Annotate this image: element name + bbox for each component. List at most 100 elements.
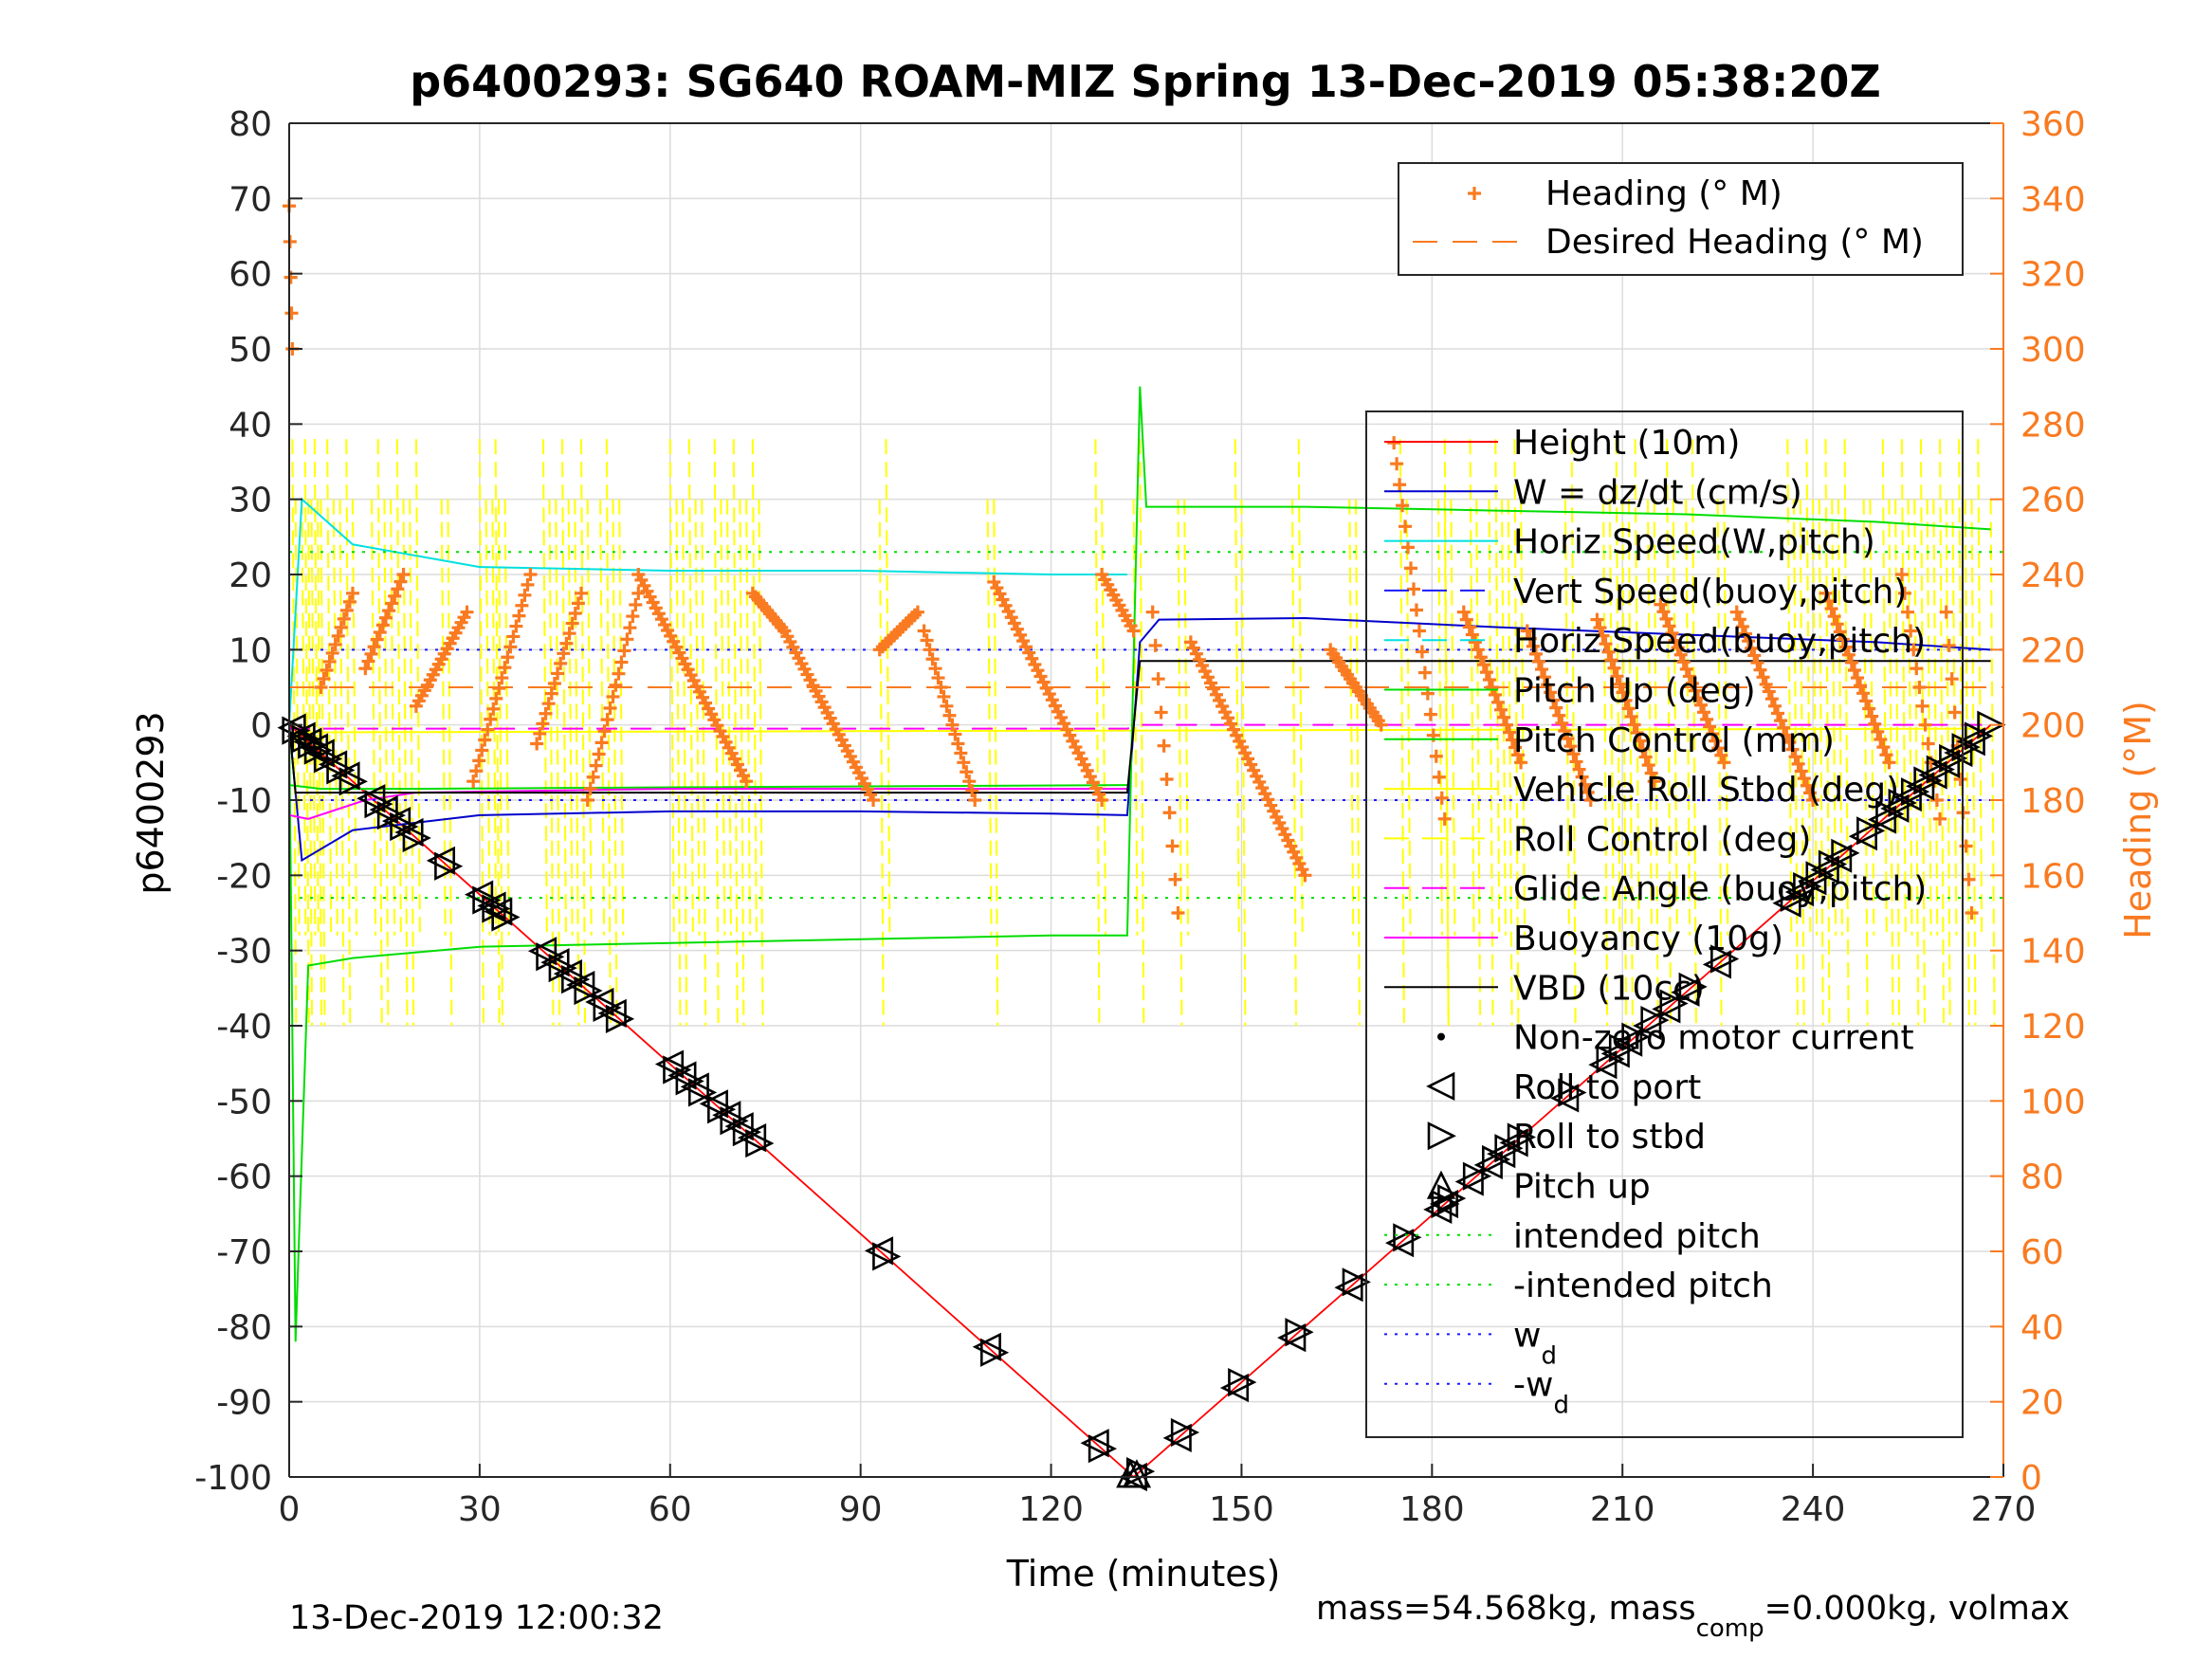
heading-marker [629,597,643,611]
y-tick-label-left: -70 [216,1233,272,1272]
x-tick-label: 270 [1971,1490,2037,1529]
heading-marker [1800,778,1814,793]
heading-marker [1561,732,1575,746]
legend-entry-label: Height (10m) [1513,424,1740,463]
x-tick-label: 120 [1018,1490,1084,1529]
roll-control-spike [1913,499,1920,1027]
roll-control-spike [694,499,701,936]
legend-entry-label: Vert Speed(buoy,pitch) [1513,573,1907,611]
roll-to-port-marker [680,1072,709,1102]
heading-marker [1745,641,1759,655]
roll-control-spike [1398,439,1405,1027]
legend-entry-label: intended pitch [1513,1217,1761,1256]
roll-to-port-marker [369,795,398,825]
heading-marker [317,671,331,685]
heading-marker [934,681,948,694]
y-tick-label-right: 20 [2020,1384,2064,1423]
heading-marker [1558,723,1572,738]
heading-marker [1526,639,1540,653]
roll-control-spike [701,499,707,1027]
roll-control-spike [618,499,625,936]
heading-marker [1468,635,1482,649]
heading-marker [957,756,971,770]
heading-marker [1659,611,1673,626]
roll-to-port-marker [724,1112,754,1141]
heading-marker [1569,755,1583,769]
roll-to-stbd-marker [1710,944,1740,974]
roll-control-spike [478,439,484,1027]
heading-marker [600,713,614,727]
heading-marker [1697,705,1711,720]
heading-marker [580,793,594,807]
roll-control-spike [1513,439,1520,1027]
roll-control-spike [1824,439,1831,1027]
roll-control-spike [612,499,618,1027]
heading-marker [1953,772,1967,786]
heading-marker [951,737,965,751]
roll-to-port-marker [654,1049,685,1079]
heading-marker [597,724,612,738]
heading-marker [1145,605,1160,619]
legend-heading-marker [1468,187,1481,200]
heading-marker [612,666,626,681]
heading-marker [557,647,571,661]
legend-entry-label: Glide Angle (buoy,pitch) [1513,870,1927,909]
roll-control-spike [574,499,580,1027]
y-tick-label-left: 0 [250,707,272,746]
heading-marker [1711,741,1726,756]
heading-marker [1747,648,1762,663]
heading-marker [1493,702,1508,717]
roll-control-spike [1685,499,1691,936]
footer-timestamp: 13-Dec-2019 12:00:32 [289,1599,664,1637]
heading-marker [1830,617,1844,631]
heading-marker [1503,725,1517,739]
heading-marker [1563,739,1578,754]
roll-control-spike [1723,499,1729,936]
roll-control-spike [1570,439,1577,1027]
heading-marker [378,611,393,625]
heading-marker [1482,673,1496,687]
vehicle-roll-line [289,727,1991,734]
heading-marker [620,632,634,647]
heading-marker [339,603,354,617]
heading-marker [1691,691,1705,705]
y-tick-label-left: -100 [194,1459,272,1498]
roll-to-port-marker [566,970,595,1000]
heading-marker [1604,653,1618,667]
heading-marker [1528,647,1543,661]
roll-control-spike [1818,499,1824,1027]
legend-entry-label: Horiz Speed(W,pitch) [1513,523,1875,562]
heading-marker [1578,777,1592,792]
x-tick-label: 150 [1209,1490,1274,1529]
roll-control-spike [993,499,999,1027]
heading-marker [968,793,982,807]
roll-control-spike [1615,439,1621,936]
heading-marker [1694,698,1709,712]
heading-marker [1654,597,1668,611]
heading-marker [1599,637,1613,651]
heading-marker [586,770,600,784]
roll-control-spike [751,439,758,936]
roll-control-spike [447,499,453,1027]
heading-marker [1833,625,1847,639]
roll-control-spike [494,439,501,1027]
roll-control-spike [1443,439,1450,1027]
series-buoyancy-10g- [289,788,1127,820]
pitch-up-marker [1122,1459,1152,1488]
roll-to-port-marker [1080,1429,1109,1458]
roll-control-spike [726,499,733,936]
axes: 0 30 60 90 120 150 180 210 240 270 80 70 60 50 40 30 20 1… [194,105,2085,1529]
roll-to-stbd-marker [1393,1223,1422,1252]
roll-control-spike [739,499,745,1027]
heading-marker [937,689,951,703]
roll-to-port-marker [1867,805,1897,834]
y-tick-label-right: 360 [2020,105,2086,144]
heading-marker [1729,605,1744,619]
roll-to-port-marker [527,937,558,966]
heading-marker [396,568,411,581]
roll-control-spike [1634,439,1640,936]
heading-marker [1596,629,1610,643]
roll-to-port-marker [540,948,570,977]
roll-control-spike [402,499,409,1027]
roll-control-spike [1563,499,1570,936]
